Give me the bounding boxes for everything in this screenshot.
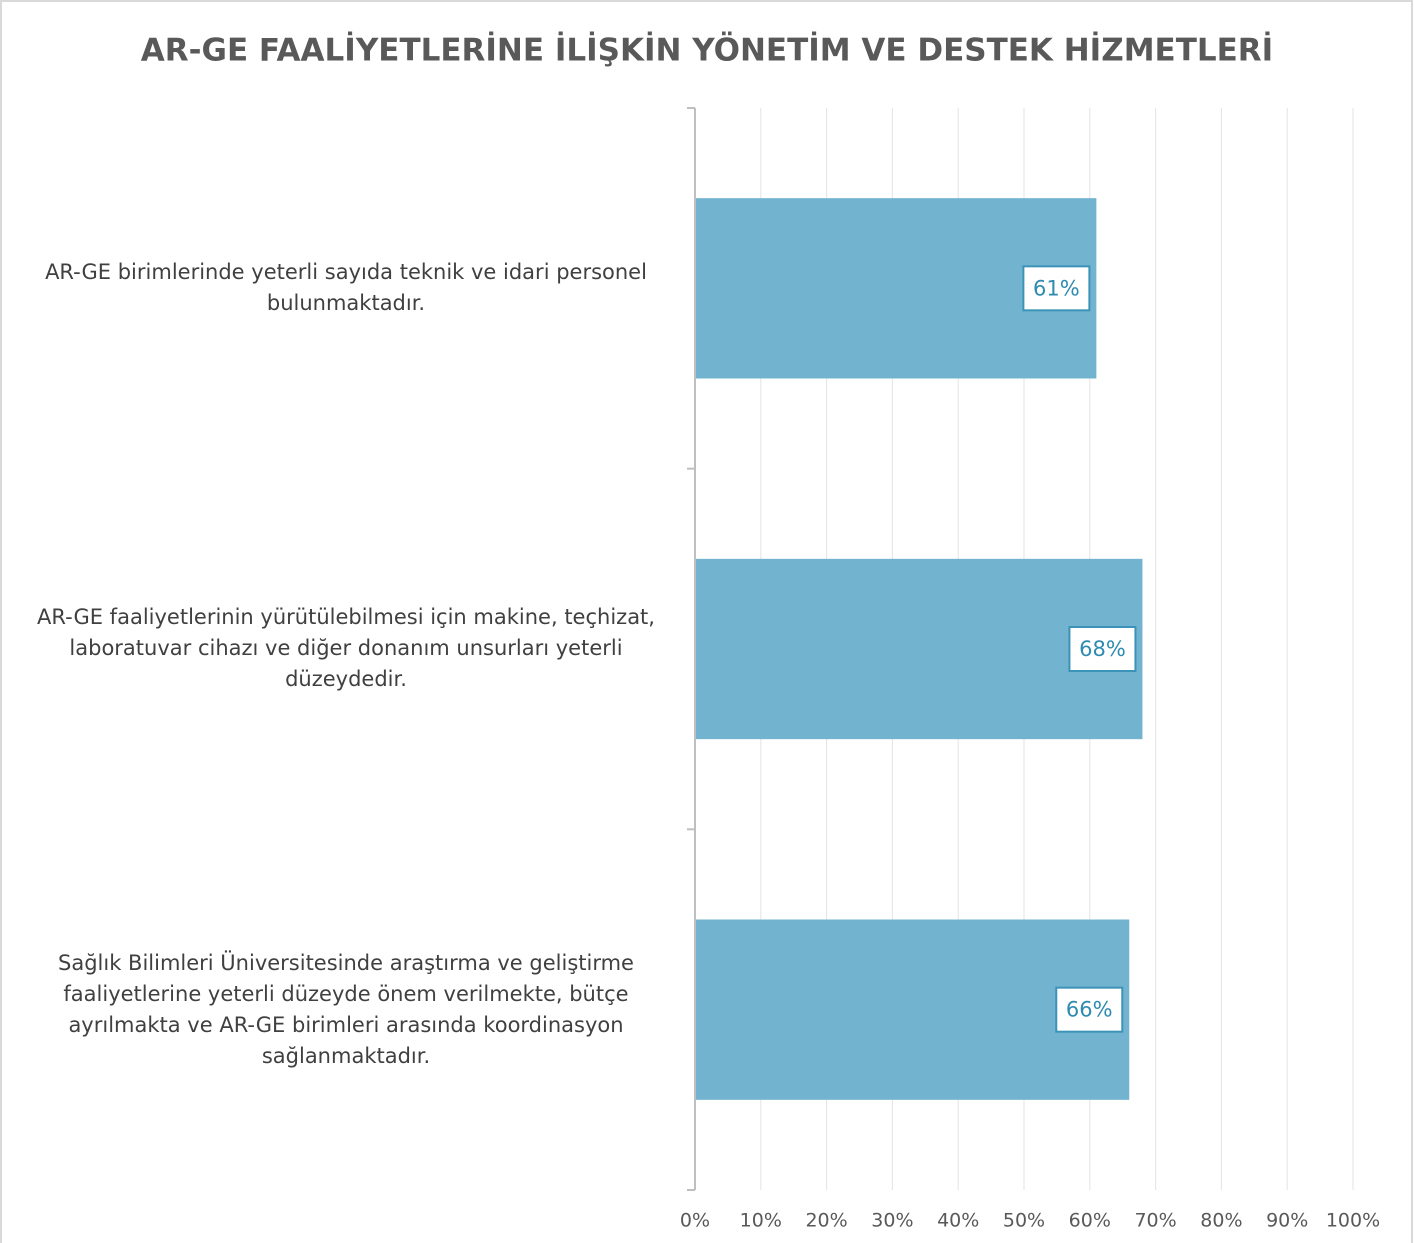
- x-tick-label: 30%: [871, 1210, 913, 1232]
- x-tick-label: 40%: [937, 1210, 979, 1232]
- x-tick-label: 20%: [805, 1210, 847, 1232]
- x-tick-label: 0%: [680, 1210, 710, 1232]
- x-tick-label: 100%: [1326, 1210, 1380, 1232]
- y-tick-label: AR-GE faaliyetlerinin yürütülebilmesi iç…: [37, 605, 655, 692]
- x-tick-label: 10%: [740, 1210, 782, 1232]
- bar: [695, 558, 1143, 740]
- data-label: 68%: [1079, 637, 1126, 661]
- x-tick-label: 90%: [1266, 1210, 1308, 1232]
- x-tick-label: 70%: [1134, 1210, 1176, 1232]
- data-label-box: [1055, 986, 1124, 1033]
- data-label-box: [1022, 265, 1091, 312]
- chart-title: AR-GE FAALİYETLERİNE İLİŞKİN YÖNETİM VE …: [141, 32, 1273, 69]
- y-tick-label: Sağlık Bilimleri Üniversitesinde araştır…: [58, 950, 634, 1068]
- data-label: 61%: [1033, 276, 1080, 300]
- x-tick-label: 50%: [1003, 1210, 1045, 1232]
- y-tick-label: AR-GE birimlerinde yeterli sayıda teknik…: [45, 260, 647, 316]
- x-tick-label: 80%: [1200, 1210, 1242, 1232]
- data-label: 66%: [1066, 998, 1113, 1022]
- x-tick-label: 60%: [1069, 1210, 1111, 1232]
- data-label-box: [1068, 626, 1137, 672]
